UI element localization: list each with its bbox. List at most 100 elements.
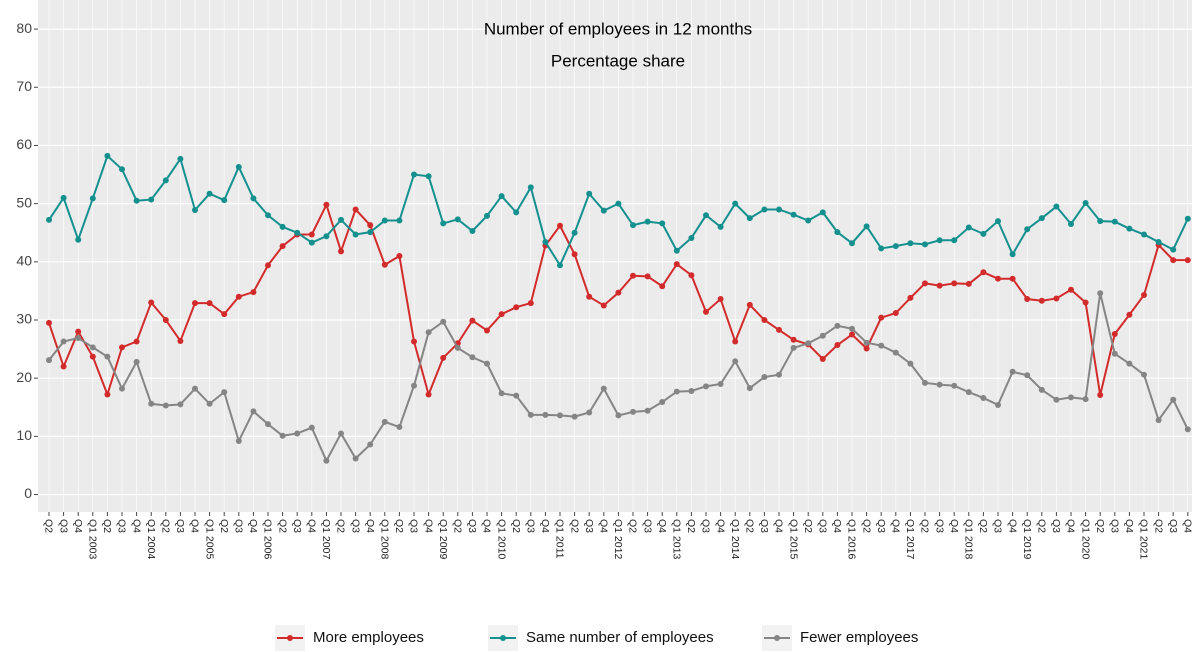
x-tick-label: Q1 2006 — [262, 519, 274, 559]
x-tick-label: Q4 — [598, 519, 610, 533]
data-point — [542, 411, 549, 418]
x-tick-label: Q3 — [174, 519, 186, 533]
data-point — [440, 220, 447, 227]
data-point — [1141, 291, 1147, 298]
x-tick-label: Q4 — [1182, 519, 1192, 533]
data-point — [834, 342, 841, 349]
data-point — [425, 391, 432, 398]
data-point — [323, 233, 330, 240]
data-point — [1053, 295, 1060, 302]
data-point — [863, 339, 870, 346]
x-tick-label: Q3 — [57, 519, 69, 533]
x-tick-label: Q4 — [130, 519, 142, 533]
x-tick-label: Q3 — [817, 519, 829, 533]
y-tick-label: 50 — [16, 194, 32, 210]
data-point — [192, 385, 198, 392]
chart-title: Number of employees in 12 months — [484, 19, 752, 38]
data-point — [352, 206, 359, 213]
data-point — [381, 217, 388, 224]
data-point — [951, 237, 958, 244]
data-point — [148, 196, 155, 203]
data-point — [776, 206, 782, 213]
data-point — [367, 229, 374, 236]
x-tick-label: Q3 — [408, 519, 420, 533]
data-point — [1155, 417, 1162, 424]
data-point — [1170, 257, 1177, 264]
data-point — [1141, 231, 1147, 238]
legend-label: Same number of employees — [526, 629, 714, 646]
legend-point — [774, 635, 780, 641]
data-point — [498, 311, 505, 318]
data-point — [323, 201, 330, 208]
data-point — [265, 421, 271, 428]
data-point — [571, 413, 578, 420]
data-point — [513, 304, 520, 311]
data-point — [907, 240, 914, 247]
data-point — [1126, 360, 1133, 367]
x-tick-label: Q1 2016 — [846, 519, 858, 559]
x-tick-label: Q1 2015 — [787, 519, 799, 559]
data-point — [965, 280, 972, 287]
data-point — [119, 166, 125, 173]
data-point — [338, 430, 344, 437]
data-point — [819, 355, 826, 362]
x-tick-label: Q1 2014 — [729, 519, 741, 559]
x-tick-label: Q3 — [583, 519, 595, 533]
legend-point — [500, 635, 506, 641]
data-point — [936, 237, 943, 244]
x-tick-label: Q4 — [890, 519, 902, 533]
x-tick-label: Q2 — [802, 519, 814, 533]
data-point — [1082, 299, 1089, 306]
data-point — [1126, 311, 1133, 318]
data-point — [630, 272, 636, 279]
data-point — [630, 222, 636, 229]
data-point — [46, 357, 52, 364]
x-tick-label: Q2 — [1094, 519, 1106, 533]
data-point — [396, 217, 403, 224]
y-tick-label: 80 — [16, 20, 32, 36]
x-tick-label: Q3 — [1109, 519, 1121, 533]
data-point — [60, 338, 67, 345]
data-point — [688, 387, 695, 394]
data-point — [586, 409, 593, 416]
x-tick-label: Q4 — [656, 519, 668, 533]
data-point — [1068, 221, 1074, 227]
x-tick-label: Q2 — [276, 519, 288, 533]
x-tick-label: Q1 2011 — [554, 519, 566, 559]
data-point — [192, 300, 198, 307]
data-point — [717, 223, 724, 230]
x-tick-label: Q2 — [218, 519, 230, 533]
x-tick-label: Q2 — [335, 519, 347, 533]
data-point — [75, 236, 82, 243]
data-point — [177, 337, 184, 344]
data-point — [761, 317, 768, 323]
data-point — [586, 293, 593, 300]
x-tick-label: Q4 — [1123, 519, 1135, 533]
data-point — [1038, 297, 1045, 304]
data-point — [1097, 290, 1104, 297]
data-point — [513, 392, 520, 399]
data-point — [148, 299, 155, 306]
data-point — [513, 209, 520, 216]
x-tick-label: Q1 2004 — [145, 519, 157, 559]
data-point — [644, 273, 651, 280]
x-tick-label: Q1 2007 — [320, 519, 332, 559]
data-point — [1155, 239, 1162, 246]
data-point — [863, 345, 870, 352]
data-point — [717, 296, 724, 303]
data-point — [892, 349, 899, 356]
data-point — [1038, 386, 1045, 393]
data-point — [951, 382, 958, 389]
x-tick-label: Q2 — [1036, 519, 1048, 533]
legend-point — [287, 635, 293, 641]
data-point — [206, 300, 213, 307]
data-point — [673, 388, 680, 395]
data-point — [863, 223, 870, 230]
data-point — [221, 197, 228, 204]
data-point — [265, 212, 271, 219]
data-point — [922, 241, 928, 248]
data-point — [746, 215, 753, 222]
data-point — [454, 216, 461, 223]
x-tick-label: Q4 — [306, 519, 318, 533]
data-point — [995, 401, 1001, 408]
